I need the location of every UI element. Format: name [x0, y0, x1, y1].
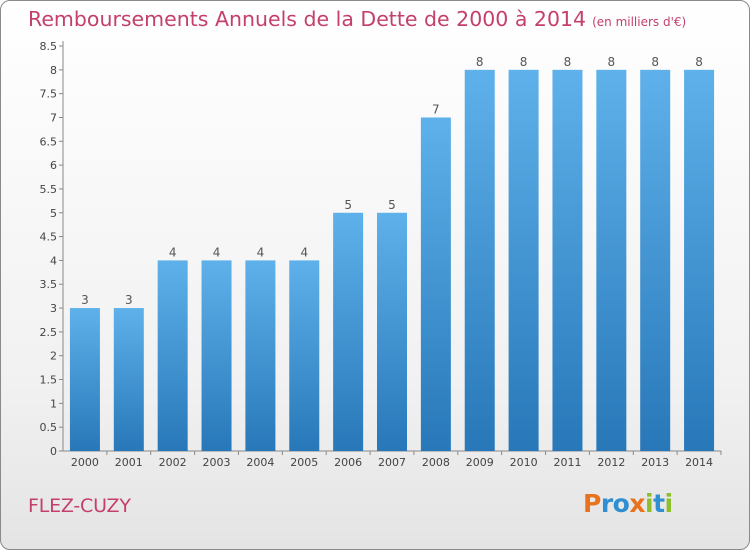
bar-value-label: 4: [257, 245, 265, 259]
y-tick-label: 7.5: [40, 88, 58, 101]
y-tick-label: 2.5: [40, 326, 58, 339]
x-tick-label: 2014: [685, 456, 713, 469]
bar: [596, 69, 627, 451]
bar-value-label: 8: [695, 55, 703, 69]
bar-value-label: 4: [213, 245, 221, 259]
bar: [377, 212, 407, 451]
bar-value-label: 3: [125, 293, 133, 307]
x-tick-label: 2008: [422, 456, 450, 469]
y-tick-label: 6: [50, 159, 57, 172]
bar: [420, 117, 451, 452]
bar-value-label: 5: [388, 198, 396, 212]
y-tick-label: 0.5: [40, 421, 58, 434]
x-tick-label: 2007: [378, 456, 406, 469]
town-name: FLEZ-CUZY: [28, 495, 131, 517]
bar-value-label: 3: [81, 293, 89, 307]
y-tick-label: 7: [50, 111, 57, 124]
proxiti-logo: Proxiti: [583, 489, 673, 518]
y-tick-label: 4.5: [40, 231, 58, 244]
bar: [333, 212, 364, 451]
y-tick-label: 8.5: [40, 40, 58, 53]
y-tick-label: 3.5: [40, 278, 58, 291]
x-tick-label: 2002: [159, 456, 187, 469]
y-tick-label: 4: [50, 254, 57, 267]
logo-letter: P: [583, 489, 601, 518]
logo-letter: r: [600, 489, 613, 518]
bar-value-label: 5: [344, 198, 352, 212]
x-tick-label: 2009: [466, 456, 494, 469]
bar: [69, 308, 100, 451]
x-tick-label: 2004: [246, 456, 274, 469]
logo-letter: x: [629, 489, 645, 518]
bar: [684, 69, 715, 451]
bar-value-label: 7: [432, 102, 440, 116]
bar: [464, 69, 495, 451]
bar-value-label: 8: [651, 55, 659, 69]
x-tick-label: 2000: [71, 456, 99, 469]
bar-value-label: 4: [300, 245, 308, 259]
y-tick-label: 0: [50, 445, 57, 458]
chart-title: Remboursements Annuels de la Dette de 20…: [28, 7, 686, 31]
bar-value-label: 8: [476, 55, 484, 69]
x-tick-label: 2005: [290, 456, 318, 469]
y-tick-label: 2: [50, 350, 57, 363]
logo-letter: t: [653, 489, 665, 518]
logo-letter: i: [664, 489, 674, 518]
bar-value-label: 8: [564, 55, 572, 69]
bar: [552, 69, 583, 451]
bar: [201, 260, 232, 451]
x-tick-label: 2001: [115, 456, 143, 469]
y-tick-label: 6.5: [40, 135, 58, 148]
x-tick-label: 2011: [553, 456, 581, 469]
x-tick-label: 2013: [641, 456, 669, 469]
y-tick-label: 5.5: [40, 183, 58, 196]
bar: [640, 69, 671, 451]
bar-value-label: 4: [169, 245, 177, 259]
chart-title-main: Remboursements Annuels de la Dette de 20…: [28, 7, 587, 31]
logo-letter: o: [612, 489, 630, 518]
bar: [508, 69, 539, 451]
x-tick-label: 2006: [334, 456, 362, 469]
y-tick-label: 1: [50, 397, 57, 410]
bar: [245, 260, 276, 451]
y-tick-label: 3: [50, 302, 57, 315]
y-tick-label: 5: [50, 207, 57, 220]
y-tick-label: 1.5: [40, 374, 58, 387]
bar-value-label: 8: [520, 55, 528, 69]
chart-title-unit: (en milliers d'€): [592, 15, 687, 29]
x-tick-label: 2003: [203, 456, 231, 469]
bar-value-label: 8: [608, 55, 616, 69]
bar: [289, 260, 320, 451]
bar: [157, 260, 188, 451]
x-tick-label: 2010: [510, 456, 538, 469]
y-tick-label: 8: [50, 64, 57, 77]
bar: [113, 308, 144, 451]
x-tick-label: 2012: [597, 456, 625, 469]
logo-letter: i: [645, 489, 654, 518]
